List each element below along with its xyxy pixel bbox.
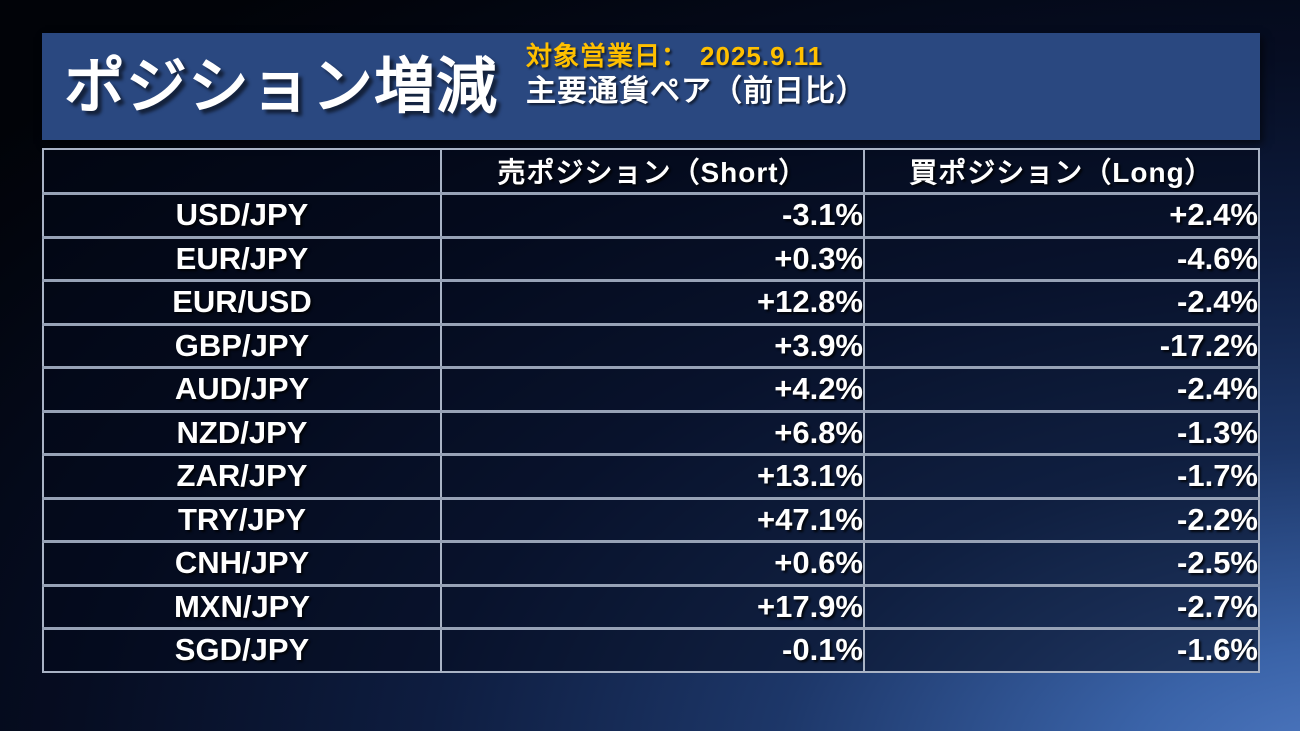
currency-pair-cell: CNH/JPY xyxy=(42,540,442,585)
short-value-cell: +17.9% xyxy=(440,583,865,629)
short-value-cell: +47.1% xyxy=(440,496,865,542)
title-side-block: 対象営業日： 2025.9.11 主要通貨ペア（前日比） xyxy=(526,33,867,109)
short-value-cell: +0.3% xyxy=(440,235,865,281)
long-value-cell: -2.5% xyxy=(863,540,1260,585)
title-bar: ポジション増減 対象営業日： 2025.9.11 主要通貨ペア（前日比） xyxy=(42,33,1260,140)
currency-pair-cell: EUR/JPY xyxy=(42,235,442,281)
short-value-cell: +12.8% xyxy=(440,279,865,324)
currency-pair-cell: SGD/JPY xyxy=(42,627,442,672)
long-value-cell: -2.7% xyxy=(863,583,1260,629)
table-header-row: 売ポジション（Short） 買ポジション（Long） xyxy=(42,149,1260,194)
currency-pair-cell: GBP/JPY xyxy=(42,322,442,368)
long-value-cell: -1.3% xyxy=(863,409,1260,455)
positions-table: 売ポジション（Short） 買ポジション（Long） USD/JPY -3.1% +… xyxy=(42,148,1260,673)
long-value-cell: +2.4% xyxy=(863,192,1260,237)
long-value-cell: -1.7% xyxy=(863,453,1260,498)
col-header-long: 買ポジション（Long） xyxy=(863,149,1260,194)
subtitle: 主要通貨ペア（前日比） xyxy=(526,74,868,108)
currency-pair-cell: USD/JPY xyxy=(42,192,442,237)
long-value-cell: -2.2% xyxy=(863,496,1260,542)
col-header-pair xyxy=(42,149,442,194)
table-row: SGD/JPY -0.1% -1.6% xyxy=(42,627,1260,672)
table-row: EUR/USD +12.8% -2.4% xyxy=(42,279,1260,324)
short-value-cell: -3.1% xyxy=(440,192,865,237)
currency-pair-cell: TRY/JPY xyxy=(42,496,442,542)
table-row: TRY/JPY +47.1% -2.2% xyxy=(42,496,1260,542)
short-value-cell: -0.1% xyxy=(440,627,865,672)
currency-pair-cell: AUD/JPY xyxy=(42,366,442,411)
table-row: NZD/JPY +6.8% -1.3% xyxy=(42,409,1260,455)
page-title: ポジション増減 xyxy=(64,52,499,120)
table-row: GBP/JPY +3.9% -17.2% xyxy=(42,322,1260,368)
table-row: CNH/JPY +0.6% -2.5% xyxy=(42,540,1260,585)
short-value-cell: +13.1% xyxy=(440,453,865,498)
long-value-cell: -2.4% xyxy=(863,279,1260,324)
business-date: 対象営業日： 2025.9.11 xyxy=(526,41,867,72)
table-row: EUR/JPY +0.3% -4.6% xyxy=(42,235,1260,281)
long-value-cell: -17.2% xyxy=(863,322,1260,368)
short-value-cell: +3.9% xyxy=(440,322,865,368)
long-value-cell: -2.4% xyxy=(863,366,1260,411)
currency-pair-cell: EUR/USD xyxy=(42,279,442,324)
table-row: ZAR/JPY +13.1% -1.7% xyxy=(42,453,1260,498)
currency-pair-cell: NZD/JPY xyxy=(42,409,442,455)
short-value-cell: +4.2% xyxy=(440,366,865,411)
currency-pair-cell: MXN/JPY xyxy=(42,583,442,629)
long-value-cell: -4.6% xyxy=(863,235,1260,281)
table-row: USD/JPY -3.1% +2.4% xyxy=(42,192,1260,237)
table-row: AUD/JPY +4.2% -2.4% xyxy=(42,366,1260,411)
long-value-cell: -1.6% xyxy=(863,627,1260,672)
business-date-label: 対象営業日： xyxy=(526,41,689,71)
col-header-short: 売ポジション（Short） xyxy=(440,149,865,194)
short-value-cell: +0.6% xyxy=(440,540,865,585)
table-row: MXN/JPY +17.9% -2.7% xyxy=(42,583,1260,629)
short-value-cell: +6.8% xyxy=(440,409,865,455)
business-date-value: 2025.9.11 xyxy=(700,41,824,71)
currency-pair-cell: ZAR/JPY xyxy=(42,453,442,498)
